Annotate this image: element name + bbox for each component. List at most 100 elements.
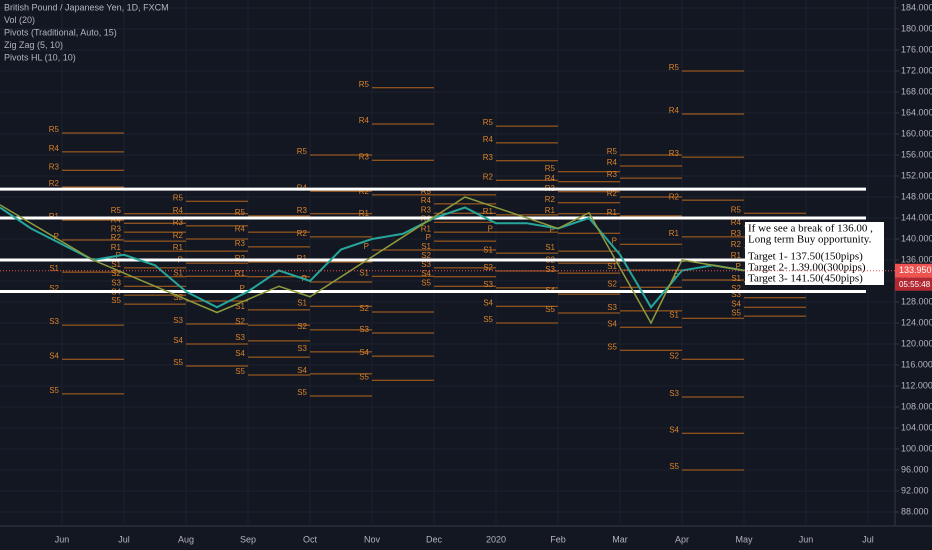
pivot-label: R5 — [359, 80, 370, 89]
pivot-label: R4 — [545, 174, 556, 183]
pivot-label: S4 — [173, 336, 183, 345]
x-tick-label: Oct — [303, 534, 318, 544]
pivot-label: R2 — [111, 233, 122, 242]
pivot-label: R3 — [607, 170, 618, 179]
pivot-label: R3 — [297, 206, 308, 215]
pivot-label: R3 — [359, 152, 370, 161]
y-tick-label: 112.000 — [901, 380, 932, 390]
pivot-label: S4 — [235, 349, 245, 358]
y-tick-label: 128.000 — [901, 296, 932, 306]
pivot-label: R4 — [173, 206, 184, 215]
pivot-label: S1 — [49, 264, 59, 273]
pivot-label: P — [426, 233, 431, 242]
pivot-label: R1 — [483, 207, 494, 216]
pivot-label: R5 — [607, 147, 618, 156]
pivot-label: R1 — [669, 229, 680, 238]
pivot-label: R3 — [235, 239, 246, 248]
pivot-label: P — [364, 242, 369, 251]
pivot-label: R4 — [669, 106, 680, 115]
annotation-box — [745, 222, 884, 285]
y-tick-label: 176.000 — [901, 44, 932, 54]
y-tick-label: 104.000 — [901, 422, 932, 432]
last-price-box — [895, 263, 932, 278]
y-tick-label: 140.000 — [901, 233, 932, 243]
pivot-label: R5 — [235, 208, 246, 217]
pivot-label: S1 — [669, 310, 679, 319]
pivot-label: S4 — [669, 425, 679, 434]
y-tick-label: 148.000 — [901, 191, 932, 201]
x-tick-label: Mar — [612, 534, 628, 544]
pivot-label: R4 — [607, 158, 618, 167]
legend: British Pound / Japanese Yen, 1D, FXCM Vo… — [4, 2, 169, 62]
y-tick-label: 144.000 — [901, 212, 932, 222]
pivot-label: S3 — [421, 260, 431, 269]
pivot-label: S3 — [173, 316, 183, 325]
pivot-label: S5 — [545, 305, 555, 314]
pivot-label: S2 — [359, 304, 369, 313]
pivot-label: R1 — [111, 243, 122, 252]
pivot-label: S3 — [731, 290, 741, 299]
pivot-label: S4 — [731, 299, 741, 308]
legend-text: Vol (20) — [4, 15, 35, 25]
pivot-label: R5 — [483, 118, 494, 127]
pivot-label: P — [54, 232, 59, 241]
pivot-label: S1 — [545, 243, 555, 252]
pivot-label: R2 — [545, 195, 556, 204]
pivot-label: S4 — [359, 348, 369, 357]
y-tick-label: 172.000 — [901, 65, 932, 75]
pivot-label: S5 — [421, 278, 431, 287]
y-tick-label: 136.000 — [901, 254, 932, 264]
pivot-label: R3 — [111, 224, 122, 233]
x-tick-label: Nov — [364, 534, 381, 544]
pivot-label: R5 — [731, 205, 742, 214]
pivot-label: S4 — [49, 351, 59, 360]
pivot-label: P — [550, 225, 555, 234]
pivot-label: R4 — [111, 215, 122, 224]
x-tick-label: Apr — [675, 534, 689, 544]
x-tick-label: 2020 — [486, 534, 506, 544]
pivot-label: R1 — [731, 251, 742, 260]
y-tick-label: 180.000 — [901, 23, 932, 33]
pivot-label: S1 — [173, 268, 183, 277]
pivot-label: S2 — [111, 269, 121, 278]
y-tick-label: 168.000 — [901, 86, 932, 96]
last-price-label: 133.950 — [899, 265, 932, 275]
annotation-text: Target 1- 137.50(150pips) — [748, 251, 863, 263]
pivot-label: R4 — [731, 218, 742, 227]
pivot-label: R2 — [359, 187, 370, 196]
pivot-label: S3 — [235, 333, 245, 342]
x-tick-label: Dec — [426, 534, 443, 544]
x-tick-label: Feb — [550, 534, 566, 544]
pivot-label: P — [240, 284, 245, 293]
pivot-label: R1 — [359, 209, 370, 218]
y-tick-label: 88.000 — [901, 506, 929, 516]
pivot-label: R5 — [669, 63, 680, 72]
pivot-label: R4 — [421, 196, 432, 205]
x-tick-label: Jul — [118, 534, 130, 544]
pivot-label: S1 — [111, 260, 121, 269]
pivot-label: R2 — [173, 231, 184, 240]
pivot-label: S3 — [607, 303, 617, 312]
pivot-label: R3 — [421, 205, 432, 214]
legend-text: Pivots HL (10, 10) — [4, 52, 76, 62]
pivot-label: R5 — [49, 125, 60, 134]
pivot-label: S2 — [49, 284, 59, 293]
pivot-label: R4 — [235, 224, 246, 233]
y-tick-label: 96.000 — [901, 464, 929, 474]
pivot-label: S1 — [731, 274, 741, 283]
y-tick-label: 108.000 — [901, 401, 932, 411]
pivot-label: R2 — [297, 229, 308, 238]
pivot-label: S4 — [421, 269, 431, 278]
pivot-label: S4 — [607, 319, 617, 328]
pivot-label: S3 — [545, 265, 555, 274]
x-tick-label: Aug — [178, 534, 194, 544]
pivot-label: R4 — [483, 135, 494, 144]
countdown-label: 05:55:48 — [899, 280, 931, 289]
pivot-label: S5 — [49, 386, 59, 395]
pivot-label: S3 — [669, 389, 679, 398]
pivot-label: R5 — [111, 206, 122, 215]
annotation-text: Target 3- 141.50(450pips) — [748, 273, 863, 285]
y-tick-label: 164.000 — [901, 107, 932, 117]
y-tick-label: 184.000 — [901, 2, 932, 12]
x-tick-label: Jul — [862, 534, 874, 544]
